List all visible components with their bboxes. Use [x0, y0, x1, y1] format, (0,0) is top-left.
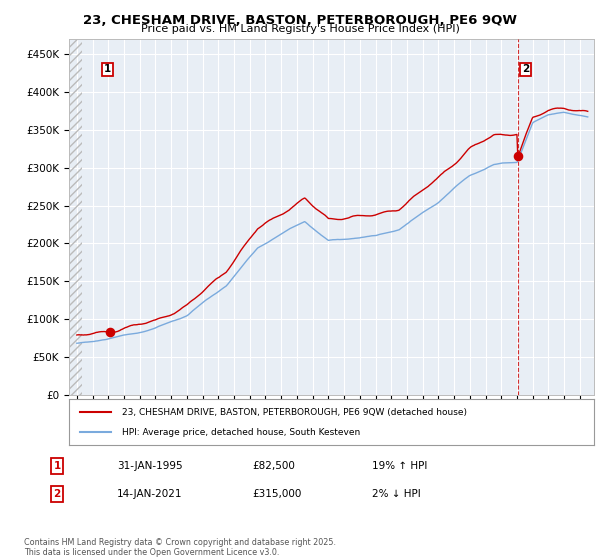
Text: £315,000: £315,000	[252, 489, 301, 499]
Text: HPI: Average price, detached house, South Kesteven: HPI: Average price, detached house, Sout…	[121, 428, 360, 437]
Text: £82,500: £82,500	[252, 461, 295, 471]
Text: 23, CHESHAM DRIVE, BASTON, PETERBOROUGH, PE6 9QW (detached house): 23, CHESHAM DRIVE, BASTON, PETERBOROUGH,…	[121, 408, 467, 417]
Text: 31-JAN-1995: 31-JAN-1995	[117, 461, 182, 471]
Text: 19% ↑ HPI: 19% ↑ HPI	[372, 461, 427, 471]
Text: 1: 1	[53, 461, 61, 471]
Text: 23, CHESHAM DRIVE, BASTON, PETERBOROUGH, PE6 9QW: 23, CHESHAM DRIVE, BASTON, PETERBOROUGH,…	[83, 14, 517, 27]
Text: 2: 2	[522, 64, 529, 74]
Text: 2% ↓ HPI: 2% ↓ HPI	[372, 489, 421, 499]
Point	[513, 152, 523, 161]
Point	[105, 328, 115, 337]
Text: Contains HM Land Registry data © Crown copyright and database right 2025.
This d: Contains HM Land Registry data © Crown c…	[24, 538, 336, 557]
Text: 1: 1	[104, 64, 111, 74]
Text: 14-JAN-2021: 14-JAN-2021	[117, 489, 182, 499]
Text: 2: 2	[53, 489, 61, 499]
Text: Price paid vs. HM Land Registry's House Price Index (HPI): Price paid vs. HM Land Registry's House …	[140, 24, 460, 34]
